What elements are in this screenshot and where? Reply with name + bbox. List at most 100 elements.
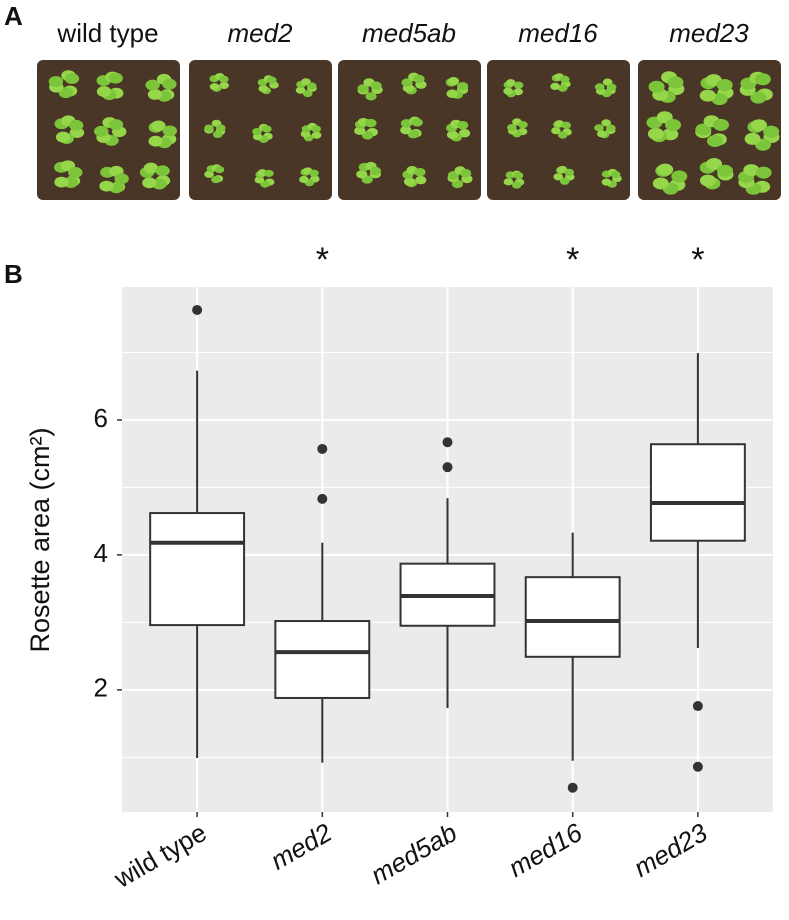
leaf — [513, 172, 524, 180]
leaf — [755, 166, 772, 179]
outlier — [442, 437, 453, 448]
leaf — [695, 123, 712, 136]
leaf — [309, 169, 319, 177]
leaf — [64, 73, 80, 84]
leaf — [667, 76, 684, 89]
leaf — [68, 167, 83, 178]
leaf — [114, 173, 129, 185]
leaf — [162, 125, 178, 137]
leaf — [295, 86, 306, 94]
leaf — [513, 81, 524, 89]
photo-label: med5ab — [362, 18, 456, 48]
y-tick-label: 6 — [94, 403, 108, 433]
leaf — [550, 82, 560, 90]
leaf — [648, 80, 665, 93]
leaf — [403, 177, 416, 186]
leaf — [401, 78, 413, 87]
leaf — [155, 165, 170, 177]
leaf — [147, 88, 163, 100]
leaf — [559, 177, 570, 185]
leaf — [601, 178, 612, 186]
leaf — [48, 76, 64, 87]
leaf — [503, 87, 513, 95]
leaf — [601, 119, 611, 127]
leaf — [652, 177, 669, 190]
leaf — [671, 170, 688, 183]
leaf — [561, 121, 571, 129]
leaf — [215, 124, 226, 132]
leaf — [108, 119, 124, 131]
leaf — [204, 124, 214, 132]
leaf — [214, 165, 225, 174]
leaf — [299, 175, 309, 184]
leaf — [151, 120, 166, 132]
leaf — [505, 79, 516, 87]
leaf — [460, 169, 472, 178]
box — [149, 512, 246, 627]
x-tick-label: med5ab — [366, 817, 462, 890]
box — [524, 576, 621, 658]
panel-label: A — [4, 1, 23, 31]
x-tick-label: med2 — [265, 817, 337, 876]
leaf — [447, 76, 460, 86]
y-tick-label: 4 — [94, 538, 108, 568]
leaf — [716, 164, 733, 177]
leaf — [211, 175, 221, 184]
leaf — [706, 158, 723, 171]
leaf — [414, 167, 426, 177]
leaf — [518, 121, 528, 129]
photo-label: wild type — [56, 18, 158, 48]
leaf — [311, 125, 321, 133]
leaf — [699, 89, 716, 102]
significance-mark: * — [566, 241, 579, 279]
leaf — [361, 131, 374, 140]
leaf — [743, 164, 760, 177]
leaf — [754, 73, 771, 86]
outlier — [317, 443, 328, 454]
leaf — [457, 121, 469, 130]
leaf — [302, 89, 313, 98]
outlier — [567, 782, 578, 793]
leaf — [763, 125, 780, 138]
leaf — [751, 119, 768, 132]
leaf — [254, 176, 265, 184]
leaf — [252, 127, 262, 136]
leaf — [145, 79, 160, 91]
leaf — [446, 130, 459, 139]
box — [274, 620, 371, 699]
leaf — [356, 170, 368, 179]
leaf — [219, 75, 229, 83]
leaf — [665, 118, 682, 131]
photo-label: med23 — [669, 18, 749, 48]
leaf — [148, 135, 163, 147]
leaf — [306, 82, 317, 90]
leaf — [365, 92, 377, 101]
leaf — [54, 176, 69, 188]
leaf — [204, 170, 214, 178]
outlier — [692, 761, 703, 772]
leaf — [400, 119, 413, 128]
leaf — [557, 131, 568, 139]
leaf — [511, 181, 522, 189]
leaf — [266, 76, 277, 84]
leaf — [311, 131, 322, 139]
leaf — [606, 124, 616, 132]
leaf — [716, 79, 733, 92]
leaf — [413, 74, 425, 84]
leaf — [258, 84, 269, 93]
significance-mark: * — [691, 241, 704, 279]
box — [649, 443, 746, 542]
x-tick-label: med23 — [628, 817, 712, 883]
leaf — [457, 82, 469, 91]
leaf — [96, 86, 112, 97]
leaf — [415, 175, 427, 185]
leaf — [264, 169, 274, 178]
leaf — [610, 170, 621, 179]
leaf — [503, 178, 514, 186]
leaf — [657, 163, 674, 176]
leaf — [597, 130, 607, 138]
leaf — [365, 118, 377, 128]
leaf — [446, 89, 458, 98]
outlier — [192, 304, 203, 315]
